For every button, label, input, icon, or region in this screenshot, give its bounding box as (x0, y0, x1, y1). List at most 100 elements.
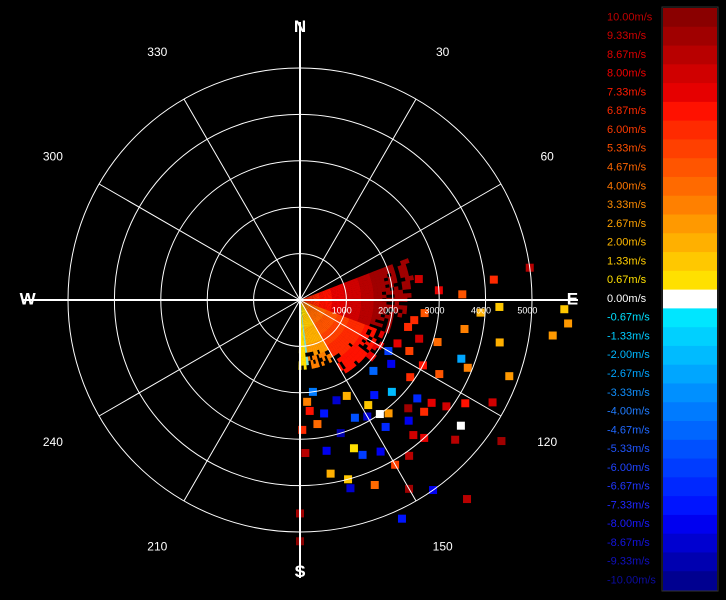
velocity-gate (323, 447, 331, 455)
velocity-gate (404, 404, 412, 412)
colorbar-swatch (663, 496, 717, 515)
colorbar-swatch (663, 383, 717, 402)
colorbar-swatch (663, 440, 717, 459)
colorbar-swatch (663, 177, 717, 196)
colorbar-label: 4.00m/s (607, 180, 647, 192)
colorbar-swatch (663, 64, 717, 83)
colorbar-swatch (663, 402, 717, 421)
azimuth-spoke (184, 99, 300, 300)
velocity-gate (377, 448, 385, 456)
field-cell (386, 291, 391, 295)
angle-label: 300 (43, 149, 63, 163)
colorbar-swatch (663, 327, 717, 346)
velocity-gate (371, 481, 379, 489)
colorbar-swatch (663, 158, 717, 177)
cardinal-w: W (20, 289, 37, 308)
velocity-gate (359, 451, 367, 459)
field-cell (304, 365, 307, 370)
colorbar-label: 6.00m/s (607, 124, 647, 136)
range-label: 2000 (378, 305, 398, 315)
colorbar-label: -4.67m/s (607, 424, 650, 436)
field-cell (369, 301, 374, 304)
velocity-gate (393, 339, 401, 347)
velocity-gate (442, 402, 450, 410)
velocity-gate (415, 335, 423, 343)
colorbar-swatch (663, 121, 717, 140)
field-cell (301, 361, 304, 366)
velocity-gate (313, 420, 321, 428)
colorbar-label: -5.33m/s (607, 443, 650, 455)
angle-label: 330 (147, 45, 167, 59)
velocity-gate (435, 370, 443, 378)
velocity-gate (420, 408, 428, 416)
colorbar-swatch (663, 346, 717, 365)
colorbar-label: -7.33m/s (607, 499, 650, 511)
field-cell (402, 285, 407, 290)
velocity-gate (303, 398, 311, 406)
colorbar-swatch (663, 102, 717, 121)
colorbar-label: -9.33m/s (607, 556, 650, 568)
velocity-gate (333, 396, 341, 404)
field-cell (340, 297, 344, 299)
colorbar-label: -3.33m/s (607, 387, 650, 399)
velocity-gate (549, 332, 557, 340)
cardinal-s: S (294, 562, 305, 581)
colorbar-label: -6.67m/s (607, 481, 650, 493)
colorbar-label: -10.00m/s (607, 575, 656, 587)
colorbar: 10.00m/s9.33m/s8.67m/s8.00m/s7.33m/s6.87… (607, 7, 718, 591)
colorbar-swatch (663, 46, 717, 65)
velocity-gate (428, 399, 436, 407)
velocity-gate (496, 338, 504, 346)
field-cell (382, 295, 387, 299)
velocity-gate (490, 276, 498, 284)
colorbar-swatch (663, 215, 717, 234)
colorbar-swatch (663, 459, 717, 478)
field-cell (336, 297, 340, 299)
velocity-gate (301, 449, 309, 457)
azimuth-spokes (22, 22, 578, 578)
velocity-gate (457, 355, 465, 363)
colorbar-swatch (663, 308, 717, 327)
velocity-gate (457, 422, 465, 430)
range-label: 1000 (332, 305, 352, 315)
velocity-gate (495, 303, 503, 311)
range-label: 4000 (471, 305, 491, 315)
colorbar-swatch (663, 571, 717, 590)
field-cell (402, 309, 407, 314)
field-cell (394, 290, 399, 294)
colorbar-swatch (663, 271, 717, 290)
colorbar-swatch (663, 139, 717, 158)
colorbar-label: -2.00m/s (607, 349, 650, 361)
field-cell (361, 296, 366, 299)
field-cell (409, 275, 414, 281)
field-cell (403, 293, 408, 298)
field-cell (380, 317, 385, 321)
colorbar-label: 8.00m/s (607, 68, 647, 80)
velocity-gate (564, 319, 572, 327)
velocity-gate (434, 338, 442, 346)
velocity-gate (489, 398, 497, 406)
colorbar-label: 2.67m/s (607, 218, 647, 230)
colorbar-swatch (663, 196, 717, 215)
field-cell (361, 293, 366, 296)
field-cell (382, 301, 387, 305)
angle-label: 240 (43, 435, 63, 449)
velocity-gate (405, 452, 413, 460)
colorbar-label: -0.67m/s (607, 312, 650, 324)
field-cell (301, 349, 303, 353)
velocity-gate (364, 401, 372, 409)
velocity-gate (350, 444, 358, 452)
cardinal-e: E (567, 289, 578, 308)
velocity-gate (461, 399, 469, 407)
colorbar-label: 9.33m/s (607, 30, 647, 42)
velocity-gate (351, 414, 359, 422)
field-cell (349, 297, 353, 299)
colorbar-swatch (663, 534, 717, 553)
angle-label: 60 (540, 149, 554, 163)
field-cell (310, 360, 313, 365)
angle-label: 210 (147, 539, 167, 553)
velocity-gate (382, 423, 390, 431)
colorbar-label: -6.00m/s (607, 462, 650, 474)
velocity-gate (306, 407, 314, 415)
